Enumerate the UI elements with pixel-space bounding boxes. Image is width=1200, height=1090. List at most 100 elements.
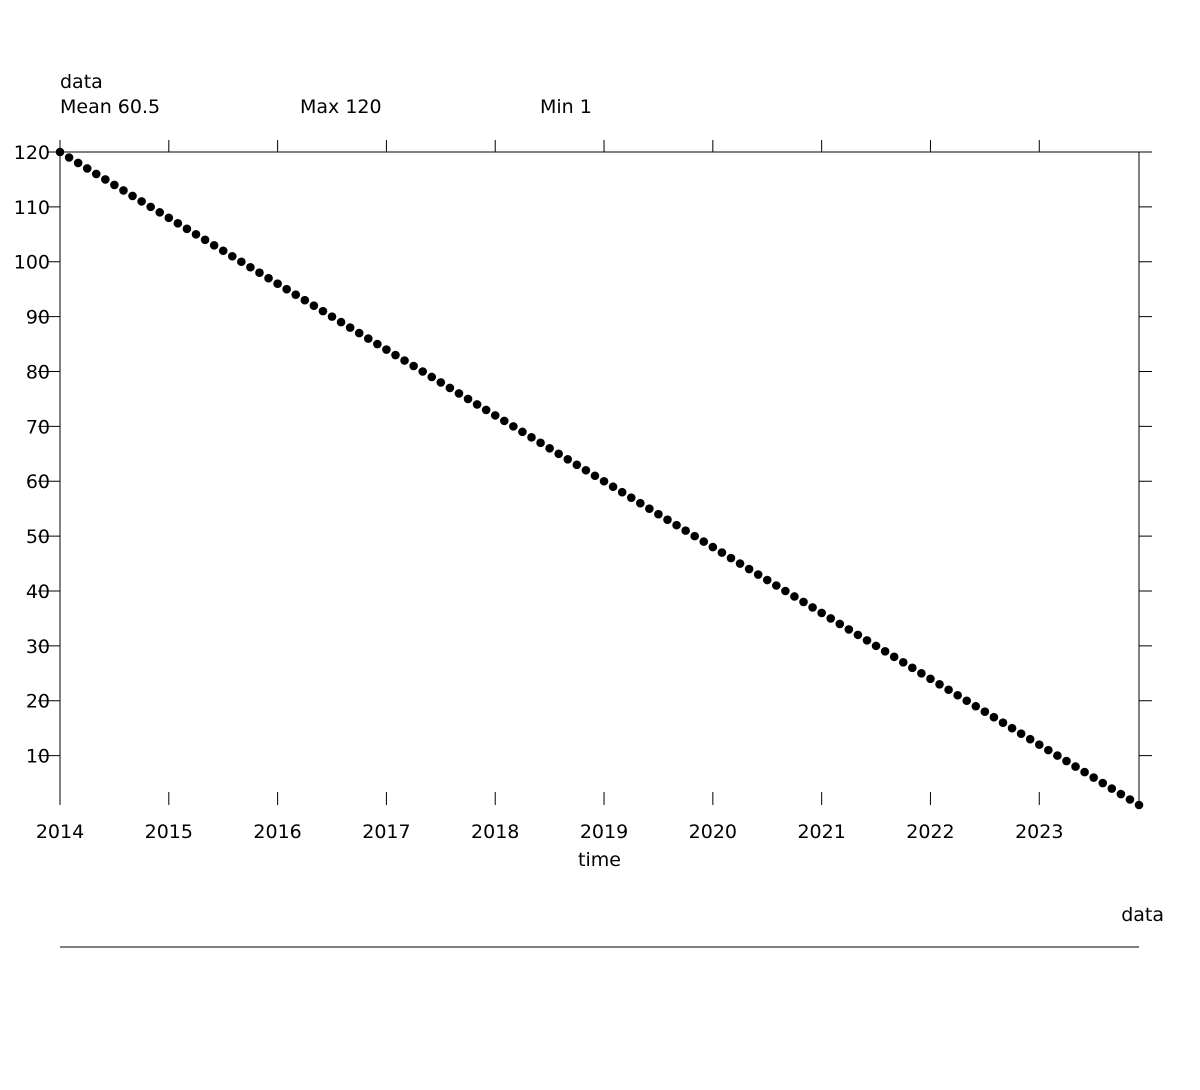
x-tick-label: 2023 [1015,821,1063,843]
mean-stat: Mean 60.5 [60,96,161,118]
x-tick-label: 2014 [36,821,84,843]
data-point [926,674,935,684]
data-point [255,268,264,278]
data-point [318,306,328,316]
data-point [690,531,700,541]
data-point [835,619,845,629]
data-point [227,251,237,261]
data-point [391,350,400,360]
x-tick-label: 2022 [906,821,954,843]
data-point [309,301,319,310]
data-point [191,230,201,239]
data-point [182,224,192,234]
data-point [554,449,563,459]
x-tick-label: 2021 [797,821,845,843]
data-point [509,422,518,431]
data-point [300,295,310,305]
y-tick-label: 50 [26,526,50,548]
data-point [1089,773,1098,782]
y-tick-label: 110 [14,197,50,219]
data-point [1080,767,1089,777]
data-point [91,169,101,179]
data-point [527,433,536,442]
data-point [363,334,373,343]
data-point [681,526,690,535]
data-point [708,542,718,552]
data-point [427,372,437,382]
data-point [1116,789,1126,799]
x-tick-label: 2019 [580,821,628,843]
data-point [654,509,663,519]
data-point [735,559,745,568]
max-stat: Max 120 [300,96,382,118]
data-point [200,235,210,245]
data-point [808,603,817,612]
data-point [772,581,781,590]
data-point [291,290,301,299]
data-point [880,647,890,656]
y-tick-label: 60 [26,471,50,493]
data-point [1107,784,1117,793]
data-point [1044,745,1053,755]
data-point [1062,756,1071,766]
data-point [980,707,990,717]
x-tick-label: 2016 [253,821,301,843]
data-point [354,328,364,338]
x-axis-label: time [578,849,621,871]
y-tick-label: 10 [26,746,50,768]
data-point [445,383,455,393]
x-tick-label: 2020 [689,821,737,843]
data-point [436,378,446,387]
legend-label: data [1121,904,1164,926]
data-point [128,191,137,201]
data-point [844,625,854,634]
data-point [101,175,110,184]
data-point [917,669,926,678]
data-point [563,454,573,464]
data-point [953,690,962,700]
data-point [817,608,826,618]
x-tick-label: 2017 [362,821,410,843]
data-point [717,548,727,557]
y-axis: 10 20 30 40 50 60 70 80 90 100 110 120 [14,142,1152,768]
data-point [744,564,754,574]
data-point [382,345,391,354]
data-point [998,718,1008,727]
y-tick-label: 30 [26,636,50,658]
data-point [282,284,291,294]
data-point [889,652,899,662]
x-axis: 2014 2015 2016 2017 2018 2019 2020 2021 2022 2023 [36,140,1063,843]
data-point [989,712,999,722]
data-point [726,553,736,563]
data-point [119,186,128,195]
y-tick-label: 100 [14,252,50,274]
data-point [463,394,473,404]
data-point [672,520,681,530]
data-point [273,279,282,289]
data-point [155,208,165,217]
data-point [608,482,618,492]
data-point [871,641,881,651]
data-point [617,487,627,497]
y-tick-label: 90 [26,307,50,329]
data-point [472,400,482,409]
data-point [418,367,427,376]
data-point [73,158,83,168]
data-point [209,240,219,250]
data-point [762,575,772,585]
x-tick-label: 2018 [471,821,519,843]
data-point [336,317,346,327]
data-point [246,262,255,272]
data-point [908,663,917,673]
data-point [264,273,273,283]
data-point [518,427,527,437]
data-point [164,213,174,223]
data-point [626,493,636,503]
y-tick-label: 20 [26,691,50,713]
data-point [1034,740,1044,749]
data-point [490,411,500,420]
data-point [898,658,908,667]
data-point [753,570,763,579]
data-point [345,323,355,332]
